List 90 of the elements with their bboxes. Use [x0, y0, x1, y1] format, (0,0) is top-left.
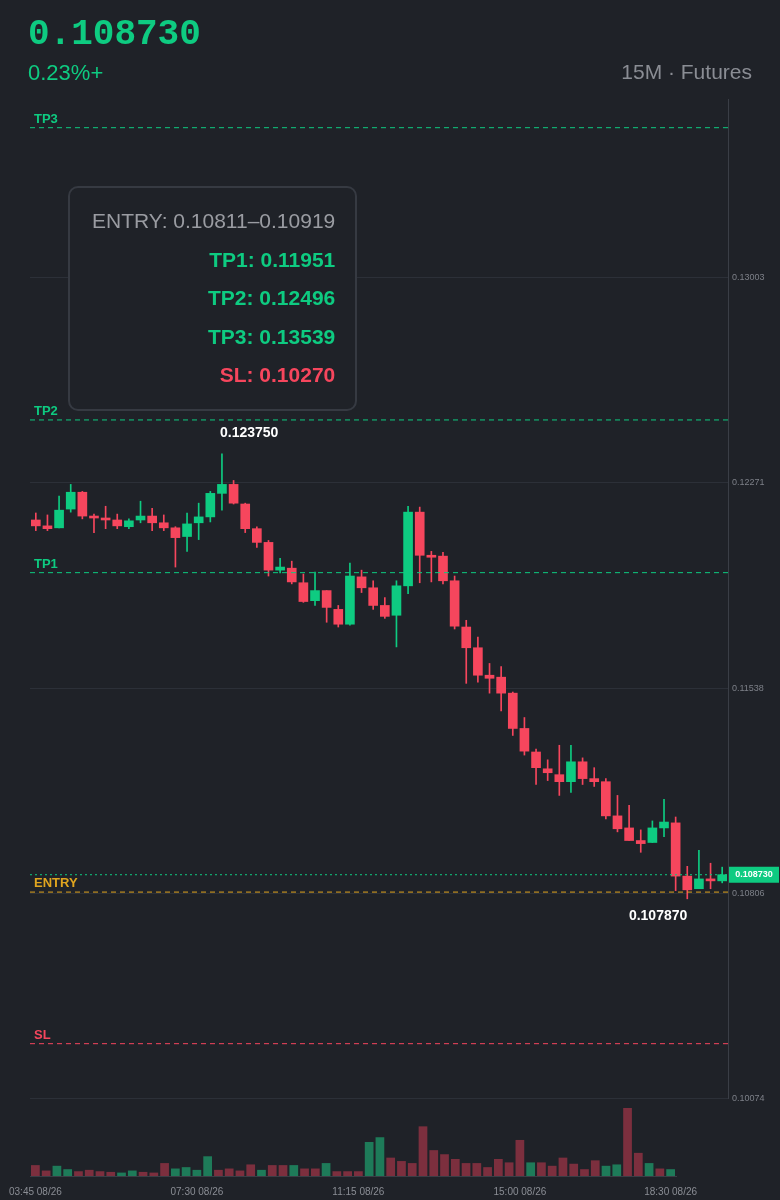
bar	[332, 1171, 342, 1176]
candlestick	[659, 799, 669, 837]
bar	[461, 1163, 471, 1176]
bar	[440, 1154, 449, 1176]
bar	[375, 1137, 385, 1176]
bar	[633, 1152, 643, 1176]
bar	[483, 1167, 492, 1176]
bar	[569, 1163, 579, 1176]
y-tick-label: 0.13003	[732, 272, 765, 283]
candlestick	[217, 453, 227, 511]
annotation: TP2: 0.12496	[207, 285, 336, 311]
bar	[321, 1163, 331, 1176]
bar	[41, 1170, 51, 1176]
bar	[537, 1162, 546, 1176]
candlestick	[193, 502, 204, 540]
bar	[418, 1126, 428, 1176]
bar	[612, 1164, 622, 1176]
bar	[278, 1165, 288, 1176]
annotation: ENTRY: 0.10811–0.10919	[92, 208, 336, 234]
x-tick-label: 03:45 08/26	[8, 1185, 63, 1197]
bar	[580, 1169, 589, 1176]
bar	[515, 1139, 525, 1176]
candlestick	[635, 829, 646, 853]
x-tick-label: 07:30 08/26	[170, 1185, 224, 1197]
bar	[203, 1156, 213, 1176]
bar	[289, 1165, 299, 1176]
bar	[666, 1169, 675, 1176]
bar	[52, 1165, 62, 1176]
bar	[655, 1168, 665, 1176]
ref-line-label: ENTRY	[34, 875, 78, 891]
chart-subtitle: 0.23%+	[28, 60, 104, 86]
annotation: TP3: 0.13539	[207, 323, 336, 350]
bar	[364, 1142, 374, 1176]
ref-line-label: TP3	[34, 110, 58, 126]
x-tick-label: 18:30 08/26	[644, 1185, 698, 1197]
annotation: TP1: 0.11951	[208, 246, 336, 273]
bar	[181, 1167, 191, 1176]
bar	[644, 1163, 654, 1176]
bar	[63, 1169, 73, 1176]
text: 15M · Futures	[621, 60, 752, 84]
bar	[31, 1165, 40, 1176]
bar	[547, 1165, 557, 1176]
bar	[354, 1171, 363, 1176]
bar	[343, 1171, 352, 1176]
bar	[106, 1171, 116, 1176]
ref-line-label: TP1	[34, 555, 58, 571]
candlestick	[589, 767, 600, 787]
ref-line-label: 0.108730	[735, 869, 773, 880]
bar	[246, 1164, 256, 1176]
bar	[257, 1169, 266, 1176]
y-tick-label: 0.11538	[732, 682, 764, 693]
bar	[397, 1161, 406, 1176]
ref-line-label: TP2	[34, 403, 58, 419]
bar	[300, 1168, 309, 1176]
bar	[224, 1168, 234, 1176]
bar	[127, 1170, 137, 1176]
annotation: 0.123750	[219, 423, 279, 440]
bar	[429, 1150, 439, 1176]
bar	[558, 1157, 568, 1176]
bar	[160, 1163, 169, 1176]
bar	[450, 1159, 460, 1176]
x-tick-label: 11:15 08/26	[332, 1185, 385, 1197]
bar	[84, 1169, 94, 1176]
bar	[117, 1172, 126, 1176]
bar	[493, 1159, 503, 1176]
bar	[386, 1157, 396, 1176]
x-tick-label: 15:00 08/26	[493, 1185, 547, 1197]
bar	[310, 1168, 320, 1176]
bar	[623, 1108, 632, 1176]
bar	[601, 1165, 611, 1176]
bar	[504, 1162, 514, 1176]
y-tick-label: 0.10074	[732, 1093, 765, 1104]
candlestick	[554, 744, 565, 796]
bar	[74, 1171, 83, 1176]
bar	[149, 1172, 159, 1176]
bar	[95, 1171, 105, 1176]
bar	[170, 1168, 180, 1176]
y-tick-label: 0.12271	[732, 477, 765, 488]
ref-line-label: SL	[34, 1026, 51, 1042]
annotation: SL: 0.10270	[218, 362, 336, 388]
bar	[192, 1169, 202, 1176]
bar	[472, 1163, 482, 1176]
y-tick-label: 0.10806	[732, 887, 765, 898]
annotation: 0.107870	[628, 906, 688, 923]
bar	[526, 1162, 536, 1176]
bar	[590, 1160, 600, 1176]
bar	[214, 1169, 223, 1176]
bar	[407, 1163, 417, 1176]
chart-title: 0.108730	[28, 14, 201, 55]
bar	[267, 1165, 277, 1176]
